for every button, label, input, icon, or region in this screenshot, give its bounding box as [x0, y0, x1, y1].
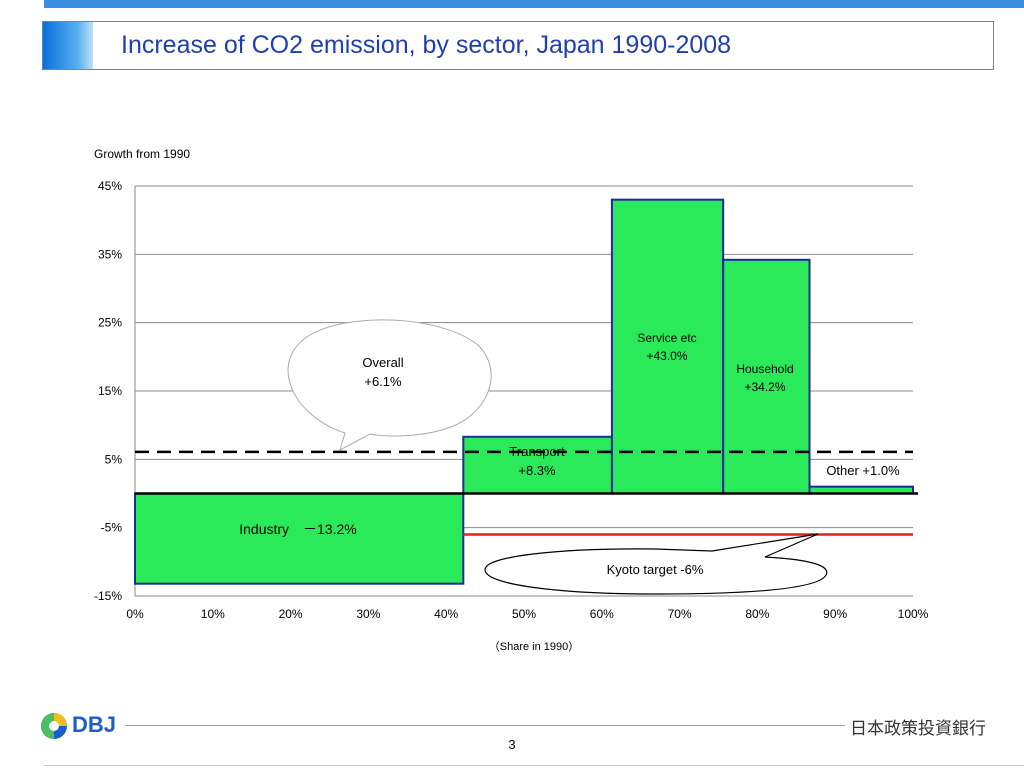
page-title: Increase of CO2 emission, by sector, Jap… — [121, 31, 732, 59]
bar-label-transport: Transport — [509, 444, 565, 459]
y-tick-label: 45% — [98, 179, 122, 193]
kyoto-callout-bubble — [484, 533, 828, 595]
page-number: 3 — [508, 737, 516, 752]
x-tick-label: 30% — [356, 607, 380, 621]
bar-value-household: +34.2% — [744, 380, 785, 394]
footer-divider — [125, 725, 845, 726]
title-accent-block — [43, 22, 93, 69]
bar-label-other: Other +1.0% — [826, 463, 900, 478]
x-tick-label: 80% — [745, 607, 769, 621]
bar-value-transport: +8.3% — [518, 463, 556, 478]
overall-callout-label: Overall — [362, 355, 403, 370]
x-tick-label: 90% — [823, 607, 847, 621]
top-accent-bar — [44, 0, 1024, 8]
y-tick-label: -5% — [101, 521, 123, 535]
y-tick-label: 25% — [98, 316, 122, 330]
chart-svg: Growth from 1990 45% 35% 25% 15% 5% -5% -15% 0% 1… — [94, 147, 929, 653]
x-tick-label: 20% — [279, 607, 303, 621]
footer-bottom-line — [44, 765, 1024, 766]
bar-label-industry: Industry －13.2% — [239, 521, 357, 537]
y-tick-label: -15% — [94, 589, 122, 603]
bar-value-service: +43.0% — [646, 349, 687, 363]
bar-label-service: Service etc — [637, 331, 696, 345]
y-tick-label: 35% — [98, 247, 122, 261]
x-tick-label: 70% — [668, 607, 692, 621]
bar-service-etc — [610, 198, 725, 495]
x-tick-label: 60% — [590, 607, 614, 621]
title-box: Increase of CO2 emission, by sector, Jap… — [42, 21, 994, 70]
logo-text: DBJ — [72, 712, 117, 737]
bar-label-household: Household — [736, 362, 793, 376]
dbj-logo-icon — [41, 713, 67, 739]
y-tick-label: 15% — [98, 384, 122, 398]
bar-household — [722, 258, 811, 495]
x-tick-label: 100% — [898, 607, 929, 621]
bar-industry — [134, 492, 465, 585]
overall-callout-bubble — [287, 319, 492, 452]
x-tick-label: 40% — [434, 607, 458, 621]
bank-name: 日本政策投資銀行 — [850, 719, 986, 738]
x-tick-label: 10% — [201, 607, 225, 621]
x-tick-label: 0% — [126, 607, 144, 621]
overall-callout-value: +6.1% — [364, 374, 402, 389]
x-tick-label: 50% — [512, 607, 536, 621]
kyoto-callout-label: Kyoto target -6% — [607, 562, 704, 577]
y-axis-label: Growth from 1990 — [94, 147, 190, 161]
x-axis-label: （Share in 1990） — [489, 640, 580, 653]
y-tick-label: 5% — [105, 452, 123, 466]
